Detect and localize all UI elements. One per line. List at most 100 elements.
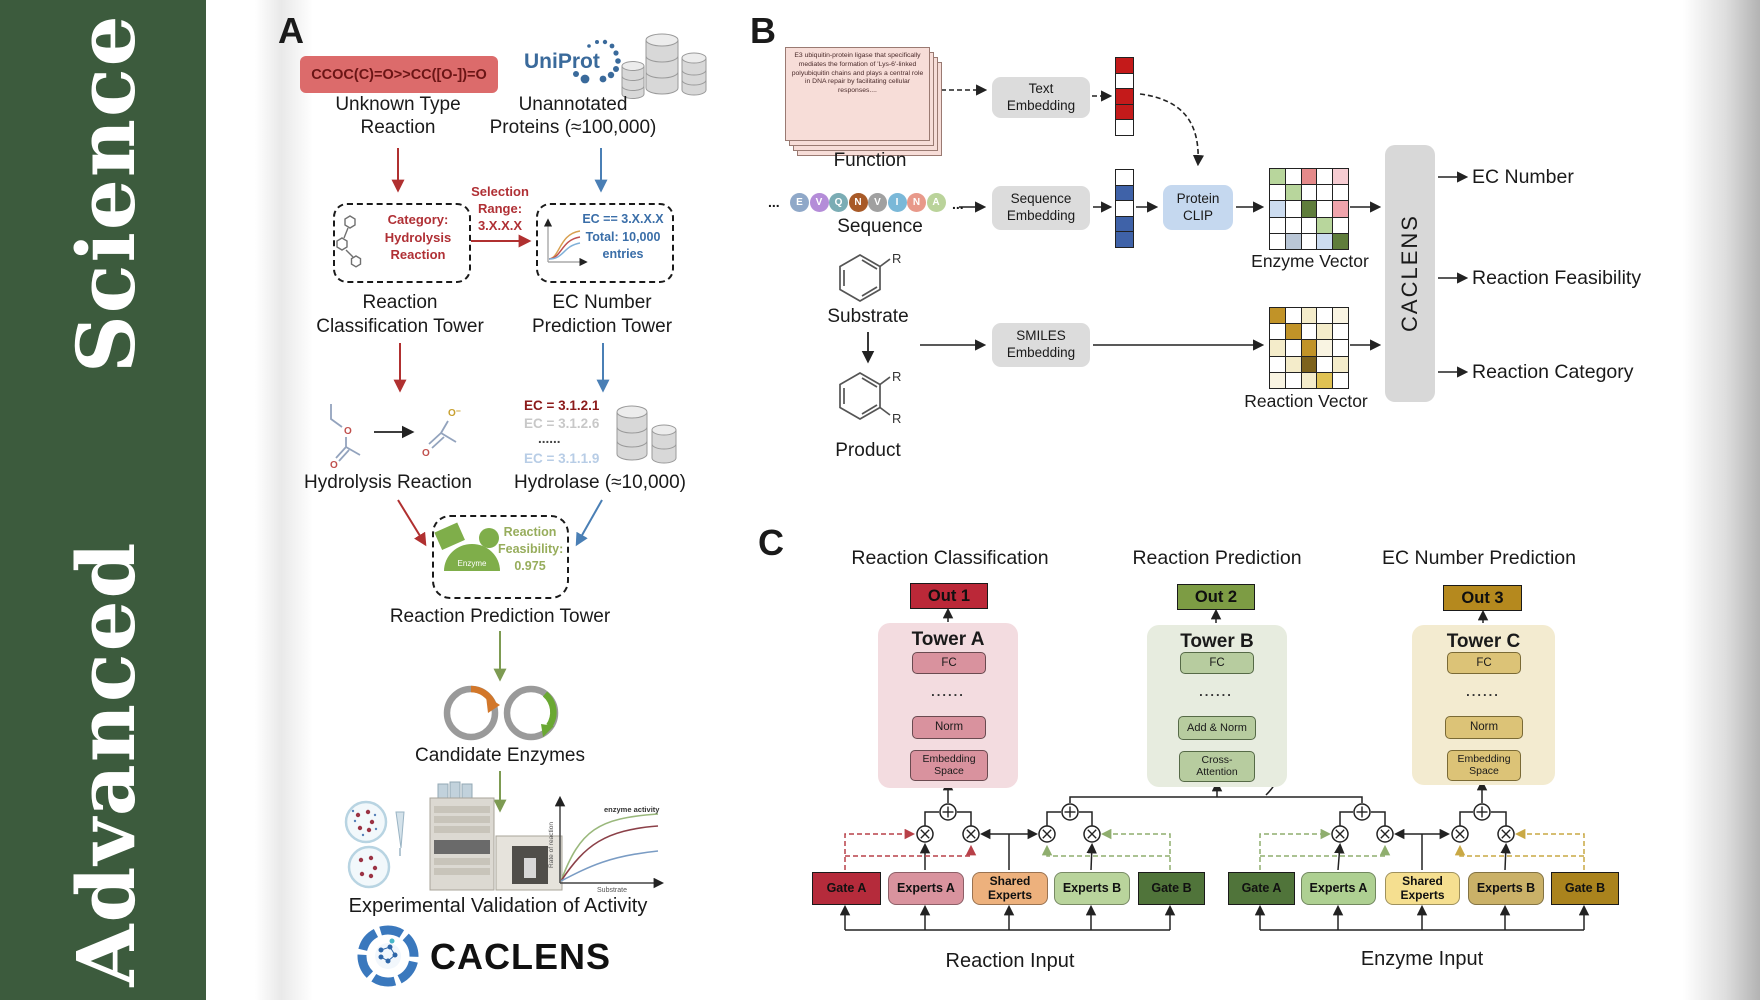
- sequence-embedding-vector: [1115, 169, 1134, 248]
- substrate-label: Substrate: [827, 306, 909, 327]
- output-reaction-feasibility: Reaction Feasibility: [1472, 267, 1642, 289]
- sigmoid-plot-icon: [543, 218, 588, 267]
- tower-a-name: Tower A: [911, 629, 985, 650]
- oxygen-atom: O: [344, 426, 352, 437]
- title-reaction-classification: Reaction Classification: [851, 547, 1049, 569]
- out1-box: Out 1: [910, 583, 988, 609]
- residue-circle: A: [926, 193, 946, 212]
- output-ec-number: EC Number: [1472, 166, 1574, 188]
- residue-circle: N: [907, 193, 926, 212]
- uniprot-logo-text: UniProt: [524, 50, 600, 73]
- smiles-embedding-box: SMILES Embedding: [992, 323, 1090, 367]
- oxygen-atom: O: [330, 460, 338, 471]
- tower-c-name: Tower C: [1446, 631, 1521, 652]
- protein-clip-box: Protein CLIP: [1163, 185, 1233, 230]
- function-label: Function: [833, 150, 907, 171]
- molecule-icon: [336, 215, 362, 268]
- reaction-prediction-box: [432, 515, 569, 599]
- activity-graph: enzyme activity Rate of reaction Substra…: [548, 795, 665, 894]
- database-icon-hydrolase: [616, 405, 677, 464]
- r-group-label: R: [892, 369, 901, 384]
- tower-b-fc: FC: [1180, 652, 1254, 674]
- title-reaction-prediction: Reaction Prediction: [1132, 547, 1302, 569]
- ec-filter-label: EC == 3.X.X.X Total: 10,000 entries: [582, 212, 664, 261]
- ester-molecule: [330, 404, 361, 462]
- residue-circle: V: [809, 193, 829, 212]
- function-card-text: E3 ubiquitin-protein ligase that specifi…: [791, 52, 924, 95]
- feasibility-label: Reaction Feasibility: 0.975: [498, 525, 564, 573]
- enzyme-experts-b-box: Experts B: [1468, 872, 1544, 905]
- enzyme-matrix: [1269, 168, 1349, 250]
- sequence-ellipsis-right: ...: [952, 196, 964, 212]
- oxygen-anion: O⁻: [448, 408, 461, 419]
- page-spine-shadow: [255, 0, 313, 1000]
- output-reaction-category: Reaction Category: [1472, 361, 1634, 383]
- database-icon-proteins: [621, 33, 707, 99]
- candidate-enzymes-label: Candidate Enzymes: [414, 745, 586, 766]
- unannotated-proteins-label: Unannotated Proteins (≈100,000): [489, 94, 657, 138]
- enzyme-icon-label: Enzyme: [458, 559, 487, 568]
- graph-ylabel: Rate of reaction: [548, 822, 555, 868]
- reaction-experts-a-box: Experts A: [888, 872, 964, 905]
- enzyme-vector-label: Enzyme Vector: [1251, 251, 1369, 271]
- tower-a-dots: ......: [931, 684, 965, 699]
- hydrolase-label: Hydrolase (≈10,000): [513, 472, 686, 493]
- moe-operators: [916, 803, 1515, 843]
- sequence-embedding-box: Sequence Embedding: [992, 186, 1090, 230]
- ec-tower-label: EC Number Prediction Tower: [531, 292, 673, 337]
- gate-routing-dashed: [844, 828, 1585, 870]
- plasmid-icons: [443, 685, 559, 741]
- selection-range-label: Selection Range: 3.X.X.X: [471, 184, 529, 233]
- function-card-front: E3 ubiquitin-protein ligase that specifi…: [785, 47, 930, 141]
- caclens-module-label: CACLENS: [1397, 214, 1422, 332]
- reaction-input-label: Reaction Input: [945, 950, 1075, 972]
- ec-result-3: EC = 3.1.1.9: [524, 451, 600, 466]
- page-edge-shadow: [1683, 0, 1760, 1000]
- hplc-instrument-icon: [429, 781, 563, 891]
- graph-xlabel: Substrate: [597, 887, 627, 894]
- experimental-validation-label: Experimental Validation of Activity: [348, 895, 648, 917]
- residue-circle: I: [887, 193, 907, 212]
- text-embedding-vector: [1115, 57, 1134, 136]
- oxygen-atom: O: [422, 448, 430, 459]
- tower-b-dots: ......: [1199, 684, 1233, 699]
- out3-box: Out 3: [1443, 585, 1522, 611]
- residue-circle: Q: [829, 193, 848, 212]
- sequence-ellipsis-left: ...: [768, 194, 780, 210]
- prediction-tower-label: Reaction Prediction Tower: [389, 606, 611, 627]
- tower-b-add-norm: Add & Norm: [1178, 716, 1256, 740]
- panel-b-arrows: [861, 84, 1469, 378]
- reaction-experts-b-box: Experts B: [1054, 872, 1130, 905]
- enzyme-gate-b-box: Gate B: [1551, 872, 1619, 905]
- category-label: Category: Hydrolysis Reaction: [384, 212, 452, 263]
- journal-sidebar: Advanced Science: [0, 0, 206, 1000]
- tower-c-fc: FC: [1447, 652, 1521, 674]
- enzyme-input-label: Enzyme Input: [1360, 948, 1484, 970]
- enzyme-experts-a-box: Experts A: [1301, 872, 1376, 905]
- reaction-shared-experts-box: Shared Experts: [972, 872, 1048, 905]
- ec-prediction-box: [536, 203, 674, 283]
- caclens-logo: [357, 925, 419, 987]
- product-molecule: [839, 372, 891, 420]
- title-ec-number-prediction: EC Number Prediction: [1382, 547, 1576, 569]
- product-label: Product: [835, 440, 901, 461]
- classification-tower-label: Reaction Classification Tower: [316, 292, 484, 337]
- r-group-label: R: [892, 251, 901, 266]
- uniprot-logo-dots: [573, 39, 621, 84]
- tower-c-norm: Norm: [1445, 716, 1523, 739]
- panel-b-label: B: [750, 10, 776, 51]
- panel-c-label: C: [758, 522, 784, 563]
- hydrolysis-reaction-label: Hydrolysis Reaction: [304, 472, 472, 493]
- tower-c-embedding-space: Embedding Space: [1447, 750, 1521, 781]
- residue-circle: N: [848, 193, 868, 212]
- reaction-vector-label: Reaction Vector: [1244, 391, 1368, 411]
- tower-b-cross-attention: Cross- Attention: [1179, 751, 1255, 782]
- text-embedding-box: Text Embedding: [992, 77, 1090, 118]
- smiles-reaction-box: CCOC(C)=O>>CC([O-])=O: [300, 56, 498, 93]
- enzyme-gate-a-box: Gate A: [1228, 872, 1295, 905]
- graph-annotation: enzyme activity: [604, 805, 660, 814]
- panel-a-label: A: [278, 10, 304, 51]
- tower-b-name: Tower B: [1180, 631, 1254, 652]
